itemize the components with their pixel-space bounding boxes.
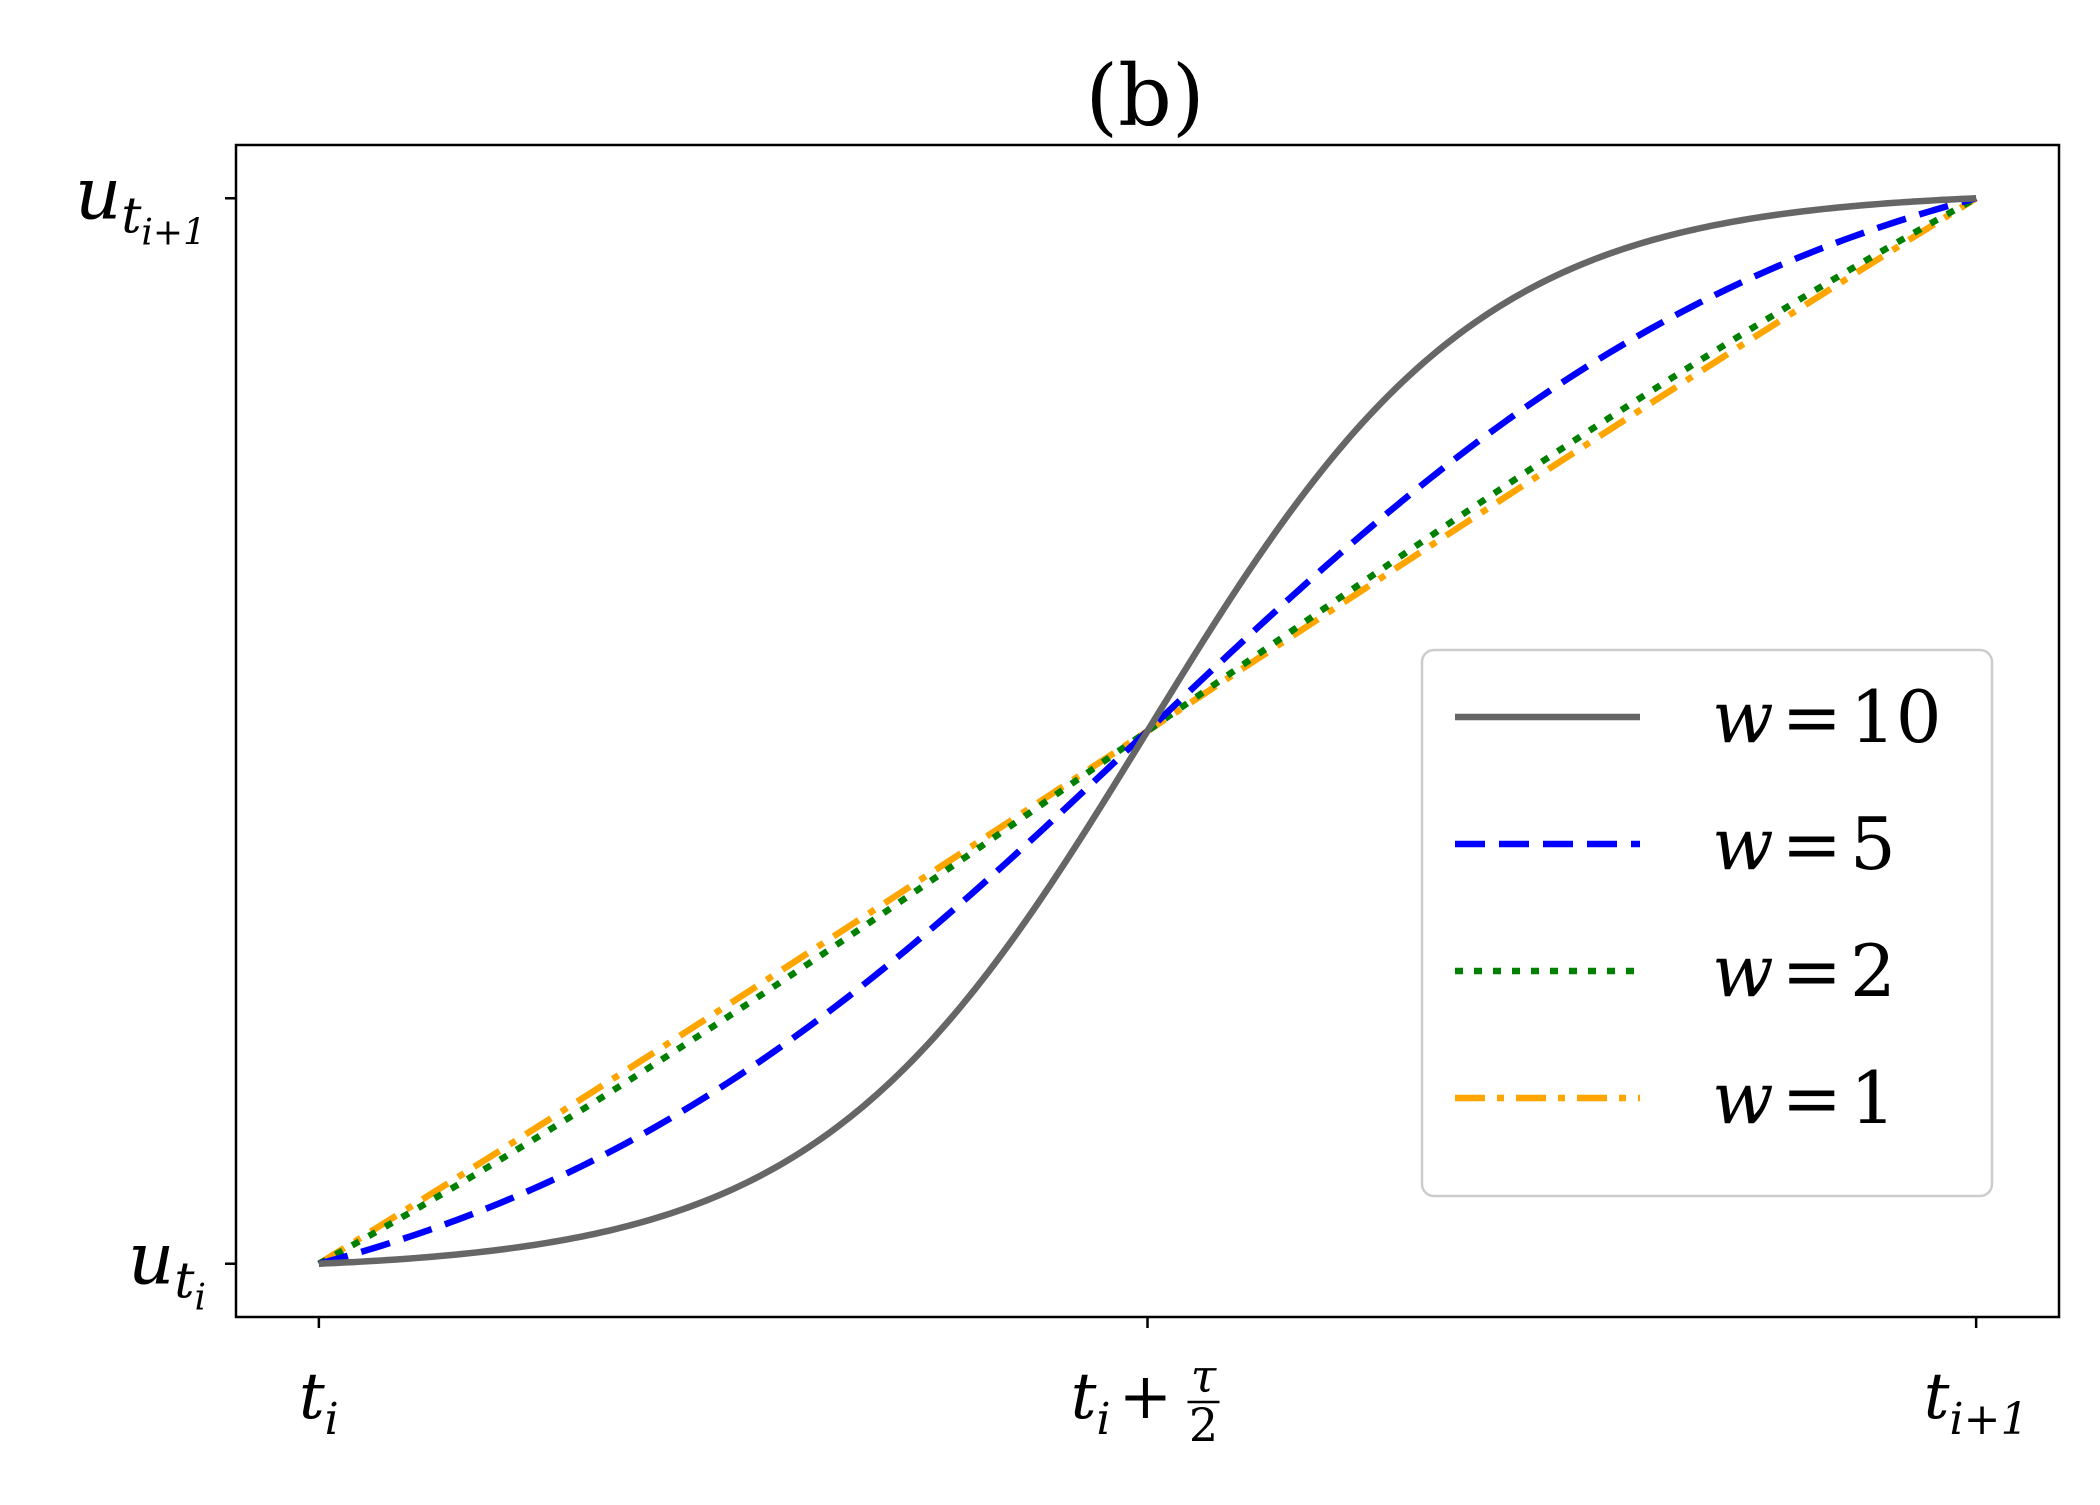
x-tick-frac-den: 2: [1189, 1398, 1218, 1452]
legend-label-w-10: w = 10: [1712, 675, 1942, 759]
legend: w = 10 w = 5 w = 2 w = 1: [1420, 648, 1994, 1198]
curves: [317, 195, 1978, 1267]
legend-label-w-2: w = 2: [1712, 929, 1896, 1013]
x-tick-frac-num: τ: [1191, 1349, 1218, 1403]
x-tick-label: ti +: [1071, 1360, 1172, 1445]
y-tick-label: uti: [128, 1217, 206, 1319]
legend-box: [1420, 648, 1994, 1198]
legend-label-w-5: w = 5: [1712, 802, 1896, 886]
y-tick-label: uti+1: [75, 151, 206, 253]
legend-label-w-1: w = 1: [1712, 1056, 1896, 1140]
x-axis: ti ti + τ2 ti+1: [299, 1317, 2028, 1452]
y-axis: uti uti+1: [75, 151, 236, 1319]
x-tick-label: ti: [299, 1360, 339, 1445]
chart-title: (b): [1085, 47, 1204, 145]
series-line-w-10: [318, 195, 1977, 1267]
x-tick-label: ti+1: [1924, 1360, 2029, 1445]
